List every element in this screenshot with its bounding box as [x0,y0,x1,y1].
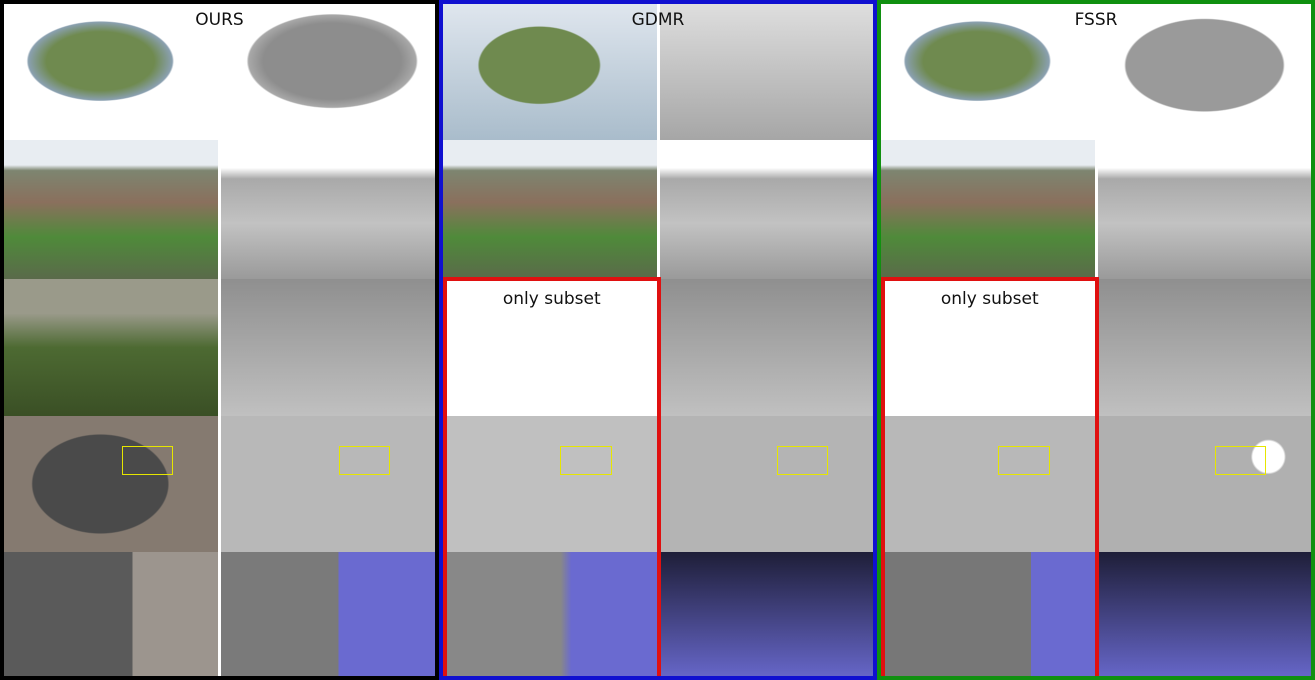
image-cell [881,552,1095,676]
image-cell [443,4,657,140]
image-cell [881,279,1095,416]
image-cell [443,140,657,279]
subset-label: only subset [940,289,1039,309]
image-cell [881,140,1095,279]
zoom-box [998,445,1050,476]
panel-title: GDMR [631,10,685,30]
image-cell [659,140,873,279]
image-cell [1097,552,1311,676]
panel: FSSR only subset [877,0,1315,680]
image-cell [4,416,218,552]
image-cell [881,4,1095,140]
image-cell [4,552,218,676]
image-cell [221,4,435,140]
image-cell [4,140,218,279]
image-cell [221,416,435,552]
image-cell [1097,140,1311,279]
panel: OURS [0,0,439,680]
panel-title: FSSR [1074,10,1118,30]
zoom-box [1214,445,1267,476]
zoom-box [121,445,173,476]
image-cell [443,552,657,676]
subset-box: only subset [881,277,1099,676]
image-cell [221,279,435,416]
panel-title: OURS [195,10,244,30]
image-cell [443,416,657,552]
image-cell [221,140,435,279]
image-cell [4,279,218,416]
subset-label: only subset [502,289,601,309]
image-cell [1097,279,1311,416]
image-cell [659,4,873,140]
image-cell [659,416,873,552]
image-cell [659,552,873,676]
image-cell [659,279,873,416]
zoom-box [560,445,612,476]
zoom-box [776,445,829,476]
image-cell [1097,416,1311,552]
image-cell [4,4,218,140]
image-cell [881,416,1095,552]
panel: GDMR only subset [439,0,877,680]
image-cell [221,552,435,676]
image-cell [443,279,657,416]
image-cell [1097,4,1311,140]
subset-box: only subset [443,277,661,676]
zoom-box [338,445,390,476]
